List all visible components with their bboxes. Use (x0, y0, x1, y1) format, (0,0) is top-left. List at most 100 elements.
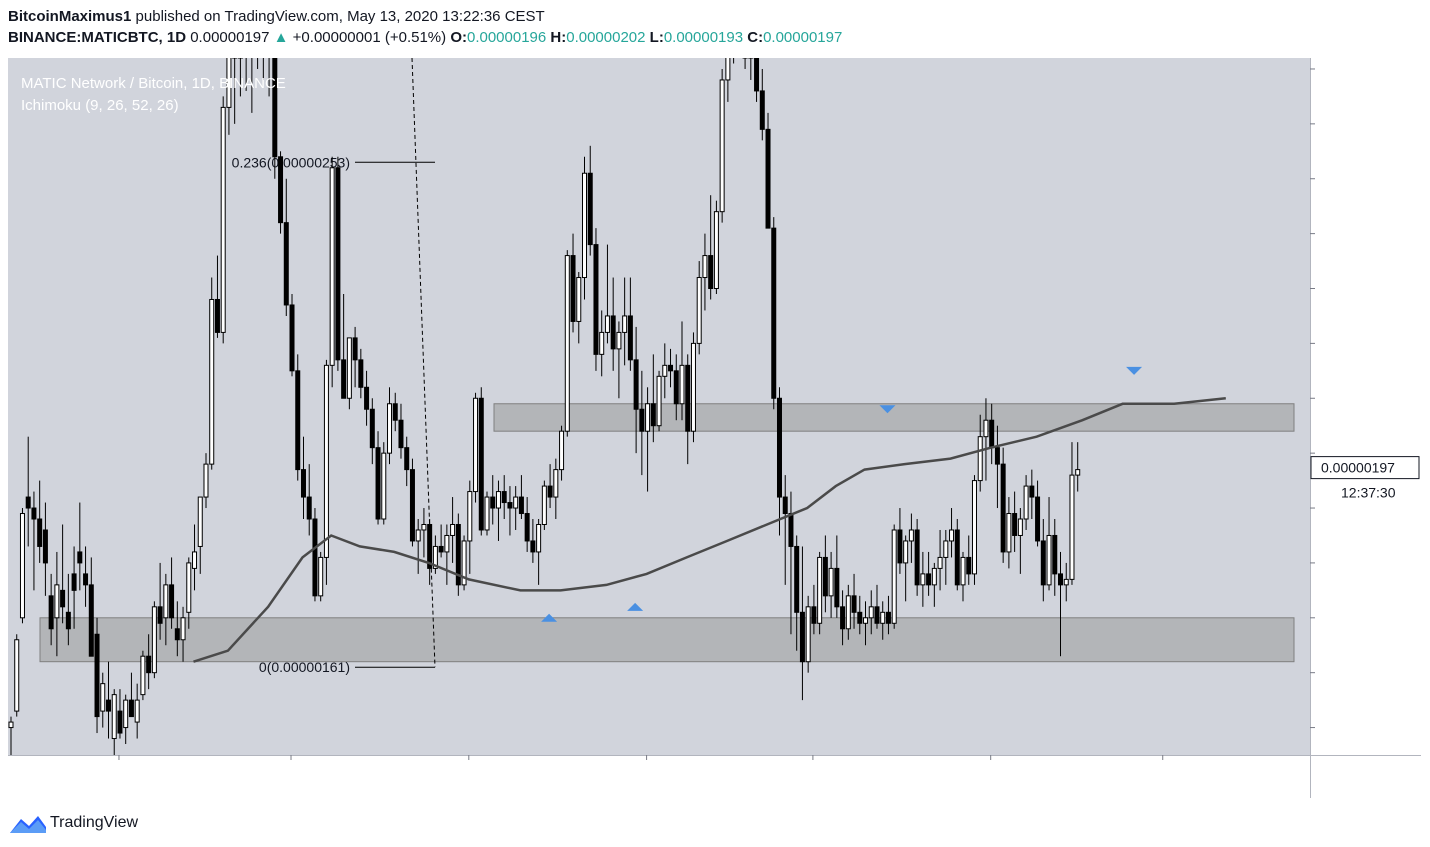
candle-body (840, 606, 846, 630)
candle-body (845, 595, 851, 630)
publish-line: BitcoinMaximus1 published on TradingView… (8, 6, 1408, 27)
candle-body (966, 556, 972, 575)
candle-body (117, 710, 123, 734)
footer-brand[interactable]: TradingView (50, 814, 139, 831)
candle-body (908, 529, 914, 542)
candle-body (295, 370, 301, 471)
candle-body (444, 534, 450, 553)
candle-body (123, 699, 129, 729)
candle-body (513, 496, 519, 509)
candle-body (679, 364, 685, 405)
candle-body (88, 584, 94, 657)
fib-label-0236: 0.236(0.00000253) (232, 154, 350, 170)
chart-svg[interactable]: 0.236(0.00000253) 0(0.00000161) 0.00000150… (8, 58, 1421, 798)
candle-body (392, 403, 398, 421)
candle-body (668, 364, 674, 372)
y-tick-label: 0.00000180 (1323, 555, 1397, 571)
candle-body (501, 491, 507, 504)
moving-average-line (193, 397, 1226, 663)
candle-body (352, 337, 358, 361)
candle-body (94, 633, 100, 718)
current-price-badge (1310, 456, 1420, 480)
candle-body (140, 655, 146, 696)
price-change: +0.00000001 (+0.51%) (292, 29, 447, 46)
candle-body (690, 342, 696, 432)
candle-body (616, 331, 622, 350)
candle-body (111, 694, 117, 740)
candle-body (186, 562, 192, 613)
triangle-down-marker (1126, 366, 1143, 375)
candle-body (811, 606, 817, 624)
candle-body (903, 540, 909, 564)
y-tick-label: 0.00000270 (1323, 61, 1397, 77)
candle-body (455, 523, 461, 586)
candle-body (725, 58, 731, 81)
y-tick-label: 0.00000150 (1323, 720, 1397, 736)
candle-body (398, 419, 404, 449)
candle-body (364, 386, 370, 410)
candle-body (421, 523, 427, 531)
chart-area[interactable]: 0.236(0.00000253) 0(0.00000161) 0.00000150… (8, 58, 1421, 798)
candle-body (765, 128, 771, 229)
candle-body (960, 556, 966, 586)
candle-body (828, 567, 834, 597)
candle-body (983, 419, 989, 438)
candle-body (713, 211, 719, 290)
candle-body (971, 480, 977, 575)
candle-body (105, 699, 111, 712)
high-label: H: (550, 29, 567, 46)
candle-body (432, 545, 438, 569)
author-name[interactable]: BitcoinMaximus1 (8, 8, 132, 25)
candle-body (1006, 513, 1012, 553)
candle-body (989, 419, 995, 449)
candle-body (341, 359, 347, 399)
candle-body (358, 359, 364, 388)
candle-body (524, 513, 530, 542)
candle-body (685, 364, 691, 432)
candle-body (146, 655, 152, 674)
candle-body (65, 611, 71, 630)
candle-body (1000, 463, 1006, 553)
last-price: 0.00000197 (190, 29, 270, 46)
x-tick-label: Feb (635, 769, 659, 785)
candle-body (799, 611, 805, 663)
candle-body (42, 529, 48, 564)
candle-body (599, 331, 605, 355)
candle-body (461, 540, 467, 586)
candle-body (1046, 534, 1052, 586)
candle-body (346, 337, 352, 399)
candle-body (507, 502, 513, 509)
candle-body (604, 315, 610, 333)
candle-body (495, 491, 501, 509)
candle-body (868, 606, 874, 619)
countdown-label: 12:37:30 (1341, 485, 1396, 501)
footer: TradingView (10, 810, 138, 836)
candle-body (570, 255, 576, 322)
high-value: 0.00000202 (566, 29, 646, 46)
low-label: L: (649, 29, 664, 46)
candle-body (484, 496, 490, 531)
candle-body (536, 523, 542, 553)
y-tick-label: 0.00000210 (1323, 390, 1397, 406)
candle-body (192, 551, 198, 569)
y-tick-label: 0.00000170 (1323, 610, 1397, 626)
candle-body (708, 255, 714, 290)
candle-body (1069, 474, 1075, 580)
x-tick-label: Apr (980, 769, 1002, 785)
candle-body (278, 156, 284, 224)
y-tick-label: 0.00000260 (1323, 116, 1397, 132)
y-tick-label: 0.00000230 (1323, 281, 1397, 297)
candle-body (37, 518, 43, 547)
candle-body (323, 364, 329, 558)
indicator-label[interactable]: Ichimoku (9, 26, 52, 26) (21, 97, 179, 114)
fib-label-0: 0(0.00000161) (259, 659, 350, 675)
candle-body (926, 573, 932, 586)
candle-body (834, 567, 840, 608)
candle-body (467, 491, 473, 542)
y-tick-label: 0.00000190 (1323, 500, 1397, 516)
plot-layer: 0.236(0.00000253) 0(0.00000161) (8, 58, 1295, 755)
x-tick-label: Dec (279, 769, 304, 785)
candle-body (874, 606, 880, 624)
candle-body (415, 529, 421, 542)
candle-body (914, 529, 920, 586)
